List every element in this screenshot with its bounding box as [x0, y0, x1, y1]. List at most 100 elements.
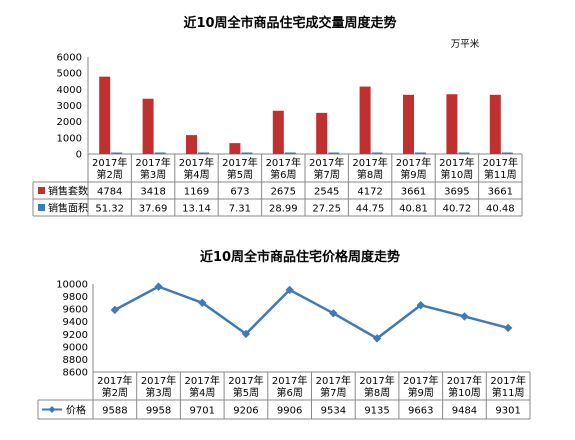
chart1-table-value: 4172: [357, 187, 382, 198]
chart2-price-marker: [329, 309, 338, 318]
chart1-table-value: 2675: [271, 187, 296, 198]
chart1-table-value: 2545: [314, 187, 339, 198]
chart1-category-label: 2017年: [483, 156, 518, 169]
chart1-bar-sales-units: [446, 94, 458, 154]
chart1-table-value: 44.75: [356, 204, 385, 215]
chart1-bar-sales-area: [501, 152, 513, 154]
chart2-price-marker: [416, 300, 425, 310]
chart2-legend-label: 价格: [66, 404, 86, 417]
chart1-title: 近10周全市商品住宅成交量周度走势: [183, 15, 396, 31]
chart1-table-value: 3661: [401, 187, 426, 198]
chart2-category-label: 第5周: [233, 386, 259, 399]
chart1-bar-sales-area: [415, 152, 426, 154]
chart2-category-label: 第9周: [408, 386, 434, 399]
chart2-y-tick-label: 8600: [63, 368, 88, 379]
chart2-y-tick-label: 8800: [63, 355, 88, 366]
chart2-legend-marker: [48, 406, 56, 413]
chart1-unit-label: 万平米: [451, 38, 480, 50]
chart1-category-label: 2017年: [92, 156, 127, 169]
chart1-bar-sales-units: [186, 135, 197, 154]
chart1-bar-sales-units: [359, 86, 371, 154]
chart2-y-tick-label: 9600: [63, 305, 88, 316]
chart1-table-value: 40.48: [486, 204, 515, 215]
chart1-table-value: 37.69: [139, 204, 168, 215]
chart1-table-value: 27.25: [312, 204, 341, 215]
chart2-price-marker: [241, 329, 251, 339]
chart2-category-label: 第4周: [189, 386, 215, 399]
chart2-table-value: 9701: [190, 406, 215, 417]
chart1-y-tick-label: 2000: [57, 117, 82, 128]
chart1-bar-sales-area: [458, 152, 470, 154]
chart1-category-label: 第7周: [314, 168, 340, 181]
chart1-bar-sales-units: [229, 143, 241, 154]
chart2-category-label: 第10周: [448, 386, 481, 399]
chart1-bar-sales-units: [403, 94, 414, 154]
chart2-table-value: 9588: [102, 406, 127, 417]
chart1-table-value: 3695: [444, 187, 469, 198]
chart1-table-value: 4784: [97, 187, 122, 198]
chart2-category-label: 2017年: [141, 374, 176, 387]
chart1-category-label: 第6周: [270, 168, 296, 181]
chart1-category-label: 2017年: [266, 156, 301, 169]
chart1-bar-sales-area: [154, 152, 166, 154]
chart2-category-label: 2017年: [403, 374, 438, 387]
chart1-bar-sales-area: [241, 152, 253, 154]
chart1-category-label: 2017年: [352, 156, 387, 169]
chart2-category-label: 第7周: [320, 386, 346, 399]
chart2-table-value: 9484: [452, 406, 477, 417]
chart2-category-label: 第2周: [102, 386, 128, 399]
chart2-category-label: 2017年: [228, 374, 263, 387]
chart2-price-marker: [372, 334, 382, 343]
chart2-table-value: 9663: [408, 406, 433, 417]
chart1-legend-label: 销售面积: [48, 202, 88, 215]
chart1-bar-sales-units: [489, 94, 501, 154]
chart1-table-value: 673: [230, 187, 249, 198]
chart2-category-label: 2017年: [359, 374, 394, 387]
chart1-table-value: 3661: [488, 187, 513, 198]
chart1-category-label: 2017年: [179, 156, 214, 169]
chart2-y-tick-label: 9200: [63, 330, 88, 341]
chart2-table-value: 9958: [146, 406, 171, 417]
chart1-category-label: 第3周: [140, 168, 166, 181]
chart1-legend-swatch: [38, 204, 45, 211]
chart2-price-marker: [460, 312, 469, 321]
chart2-category-label: 2017年: [490, 374, 525, 387]
chart2-table-value: 9135: [364, 406, 389, 417]
chart1-legend-swatch: [38, 187, 45, 194]
chart2-y-tick-label: 9800: [63, 292, 88, 303]
chart1-bar-sales-area: [371, 152, 383, 154]
chart2-price-line: [114, 285, 509, 340]
chart1-category-label: 2017年: [135, 156, 170, 169]
chart1-legend-label: 销售套数: [48, 185, 88, 198]
chart2-price-marker: [198, 298, 207, 307]
chart1-table-value: 7.31: [229, 204, 251, 215]
chart1-category-label: 第9周: [400, 168, 426, 181]
chart2-category-label: 2017年: [97, 374, 132, 387]
chart1-y-tick-label: 6000: [57, 53, 82, 64]
chart1-bar-sales-area: [198, 152, 209, 154]
chart1-category-label: 第8周: [357, 168, 383, 181]
chart2-category-label: 2017年: [185, 374, 220, 387]
chart2-table-value: 9206: [233, 406, 258, 417]
chart2-category-label: 2017年: [447, 374, 482, 387]
chart1-table-value: 13.14: [182, 204, 211, 215]
chart1-category-label: 第10周: [441, 168, 474, 181]
chart1-category-label: 2017年: [309, 156, 344, 169]
chart1-table-value: 51.32: [95, 204, 124, 215]
chart1-y-tick-label: 4000: [57, 85, 82, 96]
chart1-y-tick-label: 1000: [57, 133, 82, 144]
chart1-category-label: 第4周: [183, 168, 209, 181]
chart1-category-label: 2017年: [222, 156, 257, 169]
chart2-price-marker: [110, 305, 120, 315]
chart2-price-marker: [503, 323, 513, 333]
chart1-plot: 01000200030004000500060002017年第2周2017年第3…: [32, 53, 523, 217]
chart1-table-value: 3418: [140, 187, 165, 198]
chart1-y-tick-label: 5000: [57, 69, 82, 80]
chart1-bar-sales-units: [142, 98, 154, 154]
chart1-table-value: 40.72: [443, 204, 472, 215]
chart1-table-value: 28.99: [269, 204, 298, 215]
chart2-table-value: 9534: [321, 406, 346, 417]
chart1-category-label: 第11周: [484, 168, 517, 181]
chart2-category-label: 第8周: [364, 386, 390, 399]
chart1-bar-sales-area: [328, 152, 340, 154]
